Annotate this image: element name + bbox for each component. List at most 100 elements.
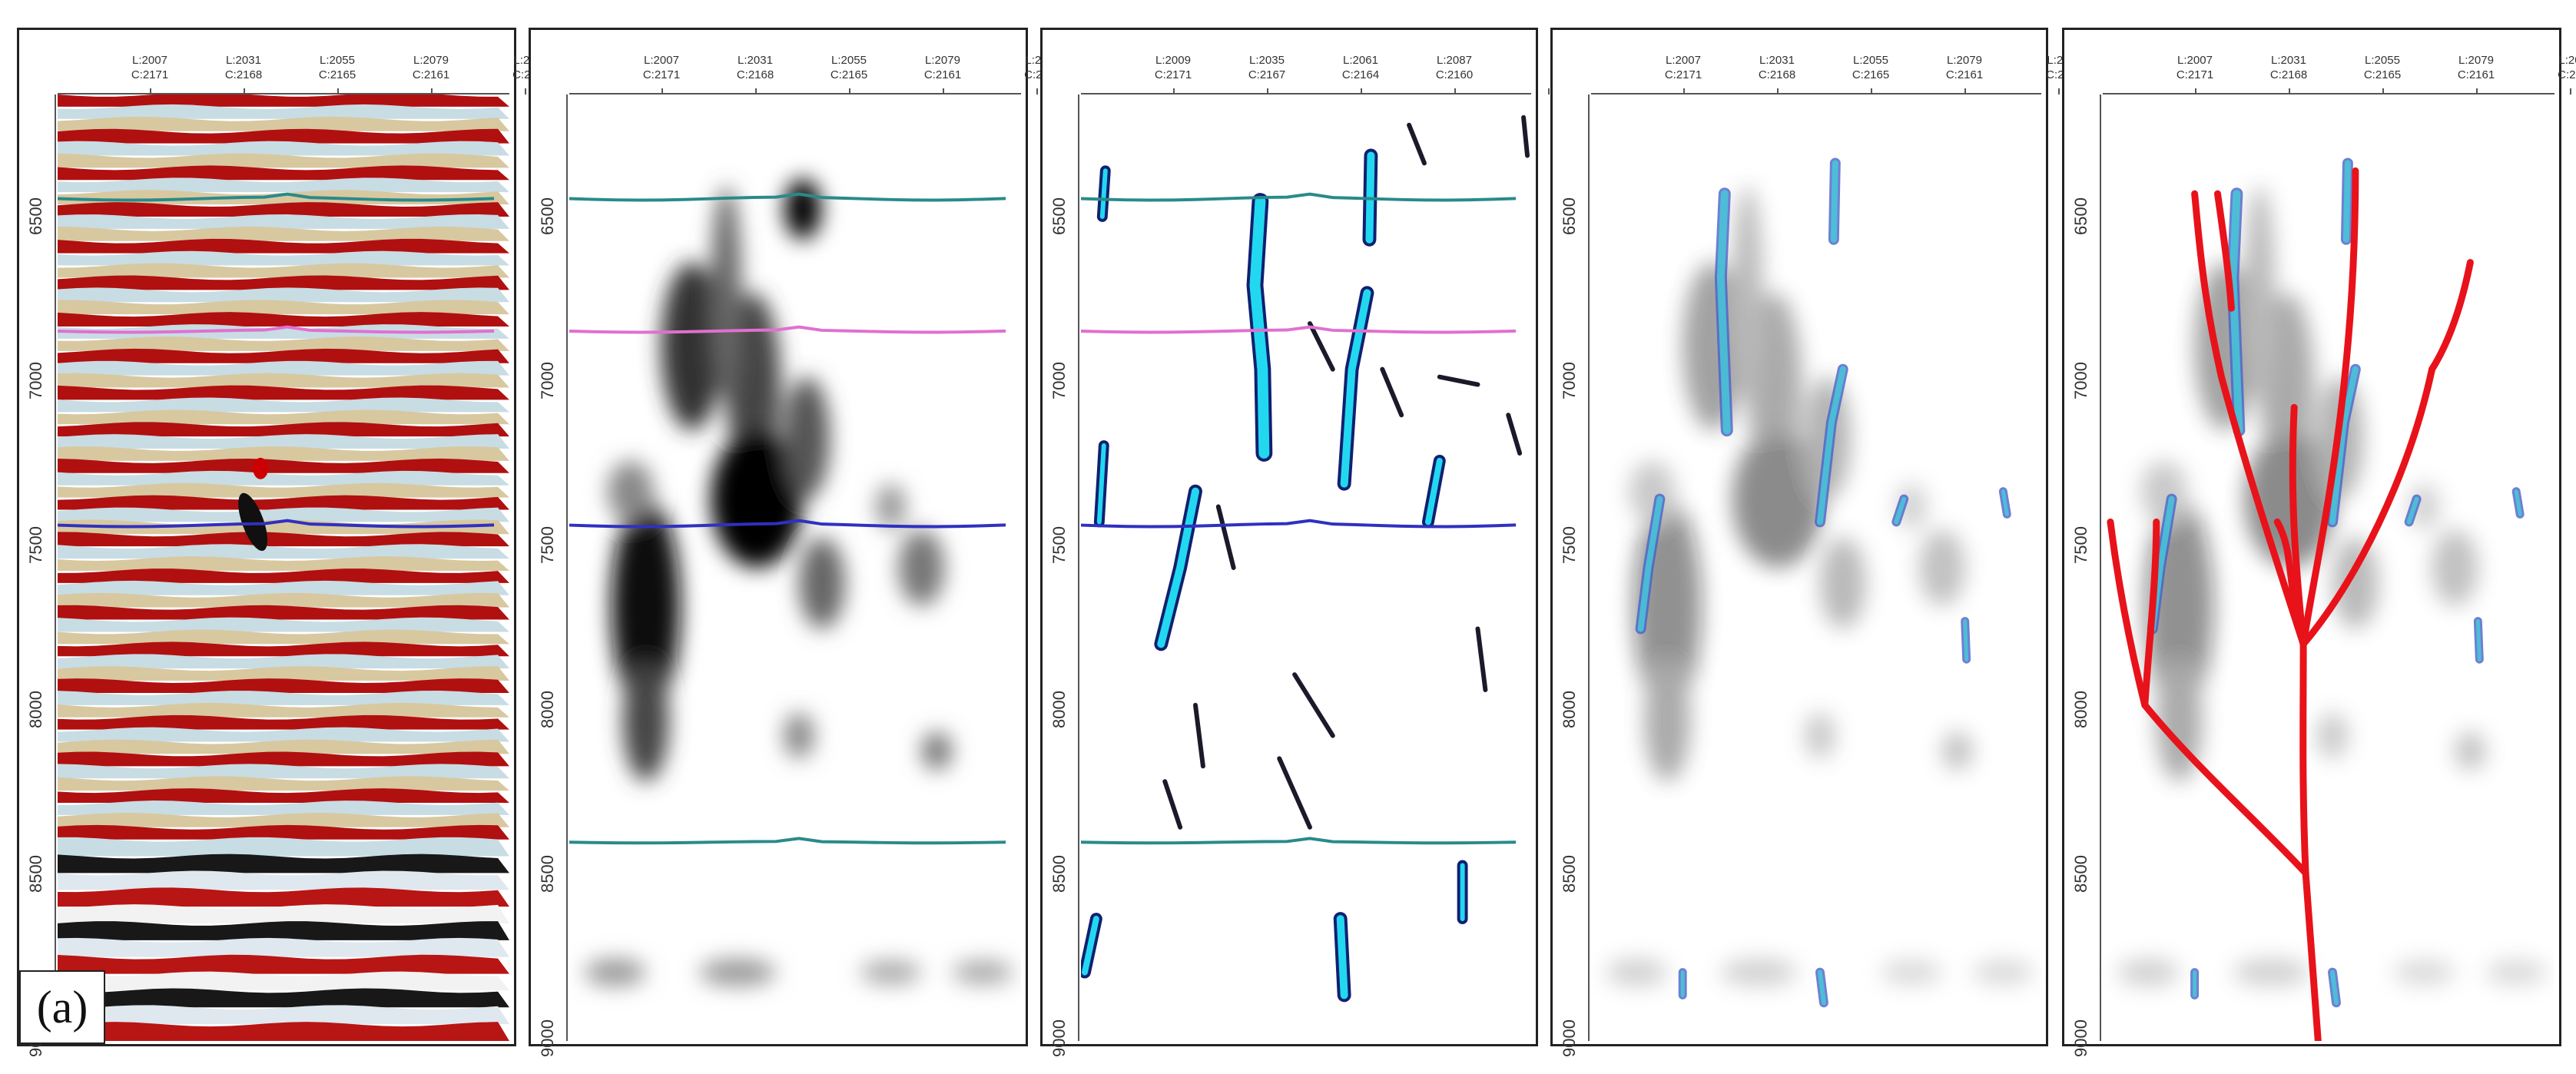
attribute-blob xyxy=(784,376,830,499)
x-tick-label: L:2007 C:2171 xyxy=(1664,54,1702,81)
attribute-blob xyxy=(1881,960,1942,985)
seismic-band xyxy=(58,422,509,437)
seismic-band xyxy=(58,887,509,907)
y-tick-label: 7500 xyxy=(538,526,557,564)
y-axis-line xyxy=(566,94,568,1041)
y-tick-label: 6500 xyxy=(26,197,45,235)
seismic-band xyxy=(58,702,509,718)
seismic-band xyxy=(58,714,509,730)
x-tick-mark xyxy=(2382,88,2384,94)
seismic-band xyxy=(58,641,509,657)
x-tick-mark xyxy=(755,88,757,94)
y-tick-label: 7500 xyxy=(2071,526,2090,564)
seismic-band xyxy=(58,801,509,815)
seismic-band xyxy=(58,312,509,327)
plot-area xyxy=(1591,94,2041,1041)
attribute-blob xyxy=(1805,712,1835,759)
seismic-band xyxy=(58,691,509,705)
horizon-middle xyxy=(1081,325,1517,334)
seismic-band xyxy=(58,226,509,241)
horizon-base xyxy=(1081,837,1517,845)
seismic-band xyxy=(58,141,509,156)
overlay-body xyxy=(2514,489,2522,516)
x-tick-label: L:2009 C:2171 xyxy=(1154,54,1192,81)
fracture-fragment xyxy=(1307,321,1335,372)
x-tick-mark xyxy=(849,88,850,94)
seismic-band xyxy=(58,348,509,363)
horizon-top xyxy=(569,192,1006,202)
x-tick-mark xyxy=(1173,88,1175,94)
x-tick-mark xyxy=(943,88,944,94)
horizon-top xyxy=(58,192,495,202)
cyan-body xyxy=(1157,487,1199,648)
seismic-band xyxy=(58,263,509,278)
x-tick-label: L:2055 C:2165 xyxy=(2363,54,2402,81)
interpretation-branch xyxy=(2299,366,2436,648)
fracture-fragment xyxy=(1292,672,1335,738)
seismic-band xyxy=(58,764,509,779)
attribute-blob xyxy=(798,537,845,629)
attribute-blob xyxy=(2244,186,2276,400)
seismic-band xyxy=(58,324,509,339)
y-tick-label: 6500 xyxy=(2071,197,2090,235)
attribute-blob xyxy=(784,178,821,240)
seismic-band xyxy=(58,870,509,890)
x-tick-mark xyxy=(431,88,433,94)
cyan-body xyxy=(1099,168,1108,219)
seismic-band xyxy=(58,287,509,303)
interpretation-branch xyxy=(2214,190,2235,312)
x-tick-label: L:2031 C:2168 xyxy=(2269,54,2308,81)
seismic-band xyxy=(58,532,509,547)
attribute-blob xyxy=(875,483,907,530)
seismic-band xyxy=(58,495,509,510)
y-tick-label: 6500 xyxy=(1049,197,1069,235)
cyan-body xyxy=(1340,289,1371,488)
plot-area xyxy=(2103,94,2554,1041)
seismic-band xyxy=(58,446,509,461)
y-tick-label: 8500 xyxy=(2071,855,2090,893)
plot-svg xyxy=(58,94,509,1041)
y-tick-label: 8500 xyxy=(1560,855,1579,893)
seismic-band xyxy=(58,837,509,857)
overlay-body xyxy=(2406,496,2419,525)
attribute-blobs xyxy=(2117,186,2548,986)
x-tick-mark xyxy=(244,88,245,94)
y-tick-label: 8000 xyxy=(26,691,45,728)
horizon-lower xyxy=(569,519,1006,529)
x-tick-mark xyxy=(2058,88,2060,94)
plot-area xyxy=(569,94,1021,1041)
y-tick-label: 7000 xyxy=(26,362,45,399)
y-axis-line xyxy=(1078,94,1079,1041)
cyan-body xyxy=(1081,916,1099,976)
x-tick-mark xyxy=(661,88,663,94)
attribute-blobs xyxy=(584,178,1014,986)
fracture-detection-panel: 6500 7000 7500 8000 8500 9000 L:2009 C:2171 L:2… xyxy=(1040,28,1550,1057)
seismic-band xyxy=(58,739,509,754)
seismic-band xyxy=(58,921,509,940)
seismic-band xyxy=(58,1005,509,1025)
fracture-fragment xyxy=(1277,756,1312,830)
x-tick-mark xyxy=(1548,88,1550,94)
attribute-blob xyxy=(711,430,803,568)
seismic-band xyxy=(58,128,509,144)
seismic-band xyxy=(58,507,509,522)
attribute-blob xyxy=(1606,958,1668,986)
interpretation-branch xyxy=(2273,518,2307,648)
cyan-body xyxy=(1336,915,1348,999)
overlay-body xyxy=(1894,496,1907,525)
y-tick-label: 8500 xyxy=(26,855,45,893)
seismic-band xyxy=(58,104,509,119)
y-axis-line xyxy=(55,94,56,1041)
seismic-band xyxy=(58,544,509,559)
overlay-body xyxy=(2342,160,2351,243)
y-tick-label: 8000 xyxy=(538,691,557,728)
y-axis-line xyxy=(2100,94,2101,1041)
seismic-band xyxy=(58,617,509,632)
attribute-blob xyxy=(921,731,953,771)
attribute-blob xyxy=(1941,731,1973,771)
seismic-band xyxy=(58,937,509,957)
interpretation-branch xyxy=(2191,190,2307,648)
overlay-body xyxy=(1830,160,1838,243)
interpretation-branch xyxy=(2289,403,2307,648)
overlay-interpretation-panel: 6500 7000 7500 8000 8500 9000 L:2007 C:2171 L:2… xyxy=(2062,28,2576,1057)
